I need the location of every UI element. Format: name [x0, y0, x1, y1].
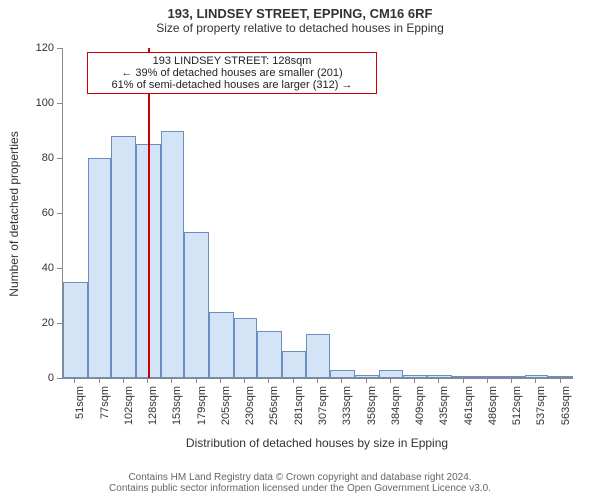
x-tick-label: 486sqm — [487, 386, 499, 436]
y-tick-label: 60 — [22, 207, 54, 219]
x-tick-label: 128sqm — [147, 386, 159, 436]
annotation-line: 193 LINDSEY STREET: 128sqm — [92, 55, 372, 67]
page-subtitle: Size of property relative to detached ho… — [0, 21, 600, 35]
x-tick-label: 230sqm — [244, 386, 256, 436]
x-tick-mark — [511, 378, 512, 383]
x-tick-mark — [487, 378, 488, 383]
x-tick-mark — [171, 378, 172, 383]
y-tick-label: 0 — [22, 372, 54, 384]
y-tick-label: 20 — [22, 317, 54, 329]
x-tick-label: 409sqm — [414, 386, 426, 436]
y-tick-mark — [57, 268, 62, 269]
x-tick-label: 205sqm — [220, 386, 232, 436]
x-tick-label: 537sqm — [535, 386, 547, 436]
y-tick-mark — [57, 378, 62, 379]
x-tick-label: 77sqm — [99, 386, 111, 436]
x-tick-mark — [560, 378, 561, 383]
x-axis-label: Distribution of detached houses by size … — [62, 436, 572, 450]
histogram-bar — [403, 375, 427, 378]
histogram-bar — [88, 158, 112, 378]
y-axis-label: Number of detached properties — [7, 49, 21, 379]
annotation-box: 193 LINDSEY STREET: 128sqm← 39% of detac… — [87, 52, 377, 94]
y-tick-label: 100 — [22, 97, 54, 109]
footer-line-2: Contains public sector information licen… — [0, 483, 600, 494]
histogram-bar — [111, 136, 136, 378]
x-tick-label: 512sqm — [511, 386, 523, 436]
x-tick-mark — [123, 378, 124, 383]
histogram-bar — [355, 375, 379, 378]
y-tick-mark — [57, 103, 62, 104]
histogram-bar — [525, 375, 549, 378]
x-tick-label: 102sqm — [123, 386, 135, 436]
x-tick-label: 563sqm — [560, 386, 572, 436]
chart-container: { "title": "193, LINDSEY STREET, EPPING,… — [0, 0, 600, 500]
x-tick-label: 435sqm — [438, 386, 450, 436]
x-tick-mark — [535, 378, 536, 383]
histogram-bar — [63, 282, 88, 378]
y-tick-label: 80 — [22, 152, 54, 164]
y-tick-mark — [57, 48, 62, 49]
reference-line — [148, 48, 150, 378]
y-tick-label: 120 — [22, 42, 54, 54]
x-tick-label: 358sqm — [366, 386, 378, 436]
histogram-bar — [161, 131, 185, 379]
x-tick-label: 461sqm — [463, 386, 475, 436]
x-tick-label: 256sqm — [268, 386, 280, 436]
x-tick-label: 179sqm — [196, 386, 208, 436]
footer-attribution: Contains HM Land Registry data © Crown c… — [0, 472, 600, 494]
x-tick-mark — [268, 378, 269, 383]
x-tick-label: 384sqm — [390, 386, 402, 436]
y-tick-mark — [57, 323, 62, 324]
x-tick-mark — [317, 378, 318, 383]
footer-line-1: Contains HM Land Registry data © Crown c… — [0, 472, 600, 483]
x-tick-mark — [438, 378, 439, 383]
x-tick-mark — [74, 378, 75, 383]
x-tick-label: 153sqm — [171, 386, 183, 436]
x-tick-label: 307sqm — [317, 386, 329, 436]
plot-area — [62, 48, 573, 379]
x-tick-mark — [99, 378, 100, 383]
histogram-bar — [379, 370, 404, 378]
x-tick-label: 51sqm — [74, 386, 86, 436]
x-tick-mark — [244, 378, 245, 383]
annotation-line: 61% of semi-detached houses are larger (… — [92, 79, 372, 91]
page-title: 193, LINDSEY STREET, EPPING, CM16 6RF — [0, 0, 600, 21]
histogram-bar — [330, 370, 355, 378]
x-tick-mark — [293, 378, 294, 383]
y-tick-label: 40 — [22, 262, 54, 274]
histogram-bar — [452, 376, 477, 378]
x-tick-label: 333sqm — [341, 386, 353, 436]
histogram-bar — [500, 376, 525, 378]
histogram-bar — [234, 318, 258, 379]
x-tick-mark — [147, 378, 148, 383]
x-tick-mark — [463, 378, 464, 383]
x-tick-mark — [220, 378, 221, 383]
annotation-line: ← 39% of detached houses are smaller (20… — [92, 67, 372, 79]
x-tick-mark — [196, 378, 197, 383]
histogram-bar — [282, 351, 306, 379]
y-tick-mark — [57, 158, 62, 159]
x-tick-mark — [390, 378, 391, 383]
x-tick-mark — [366, 378, 367, 383]
histogram-bar — [476, 376, 500, 378]
histogram-bar — [306, 334, 331, 378]
histogram-bar — [257, 331, 282, 378]
histogram-bar — [184, 232, 209, 378]
x-tick-mark — [414, 378, 415, 383]
histogram-bar — [209, 312, 234, 378]
x-tick-mark — [341, 378, 342, 383]
y-tick-mark — [57, 213, 62, 214]
x-tick-label: 281sqm — [293, 386, 305, 436]
